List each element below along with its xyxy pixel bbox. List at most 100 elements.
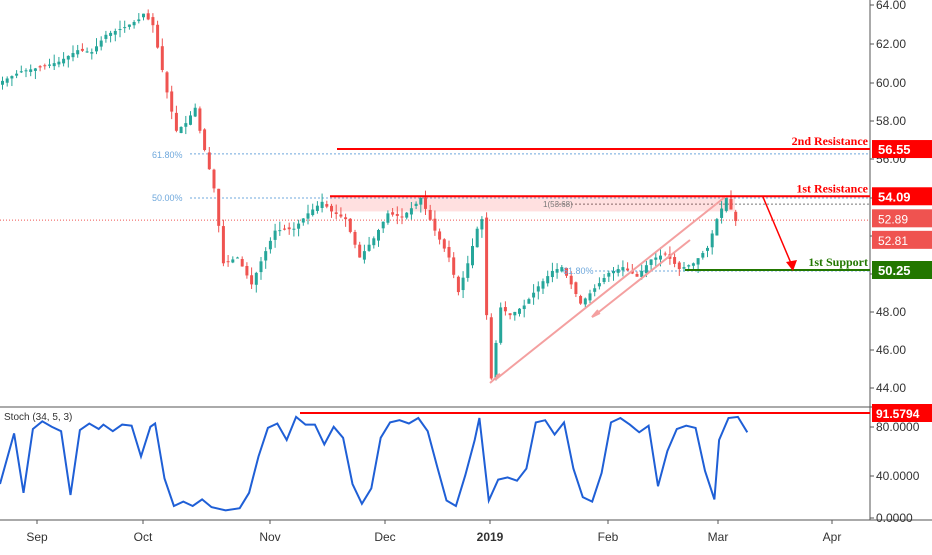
stoch-tick-label: 0.0000 bbox=[876, 511, 913, 525]
price-badge-value: 52.89 bbox=[878, 212, 908, 226]
level-badge bbox=[872, 187, 932, 206]
candle-body bbox=[189, 115, 192, 125]
candle-body bbox=[132, 22, 136, 26]
candle-body bbox=[48, 64, 51, 66]
candle-body bbox=[330, 205, 333, 212]
y-tick-label: 58.00 bbox=[876, 114, 906, 128]
level-value: 56.55 bbox=[878, 142, 911, 157]
x-tick-label: 2019 bbox=[477, 530, 504, 544]
candle-body bbox=[118, 29, 122, 31]
y-tick-label: 62.00 bbox=[876, 37, 906, 51]
candle-body bbox=[644, 265, 648, 274]
candle-body bbox=[405, 212, 409, 218]
candle-body bbox=[475, 228, 479, 248]
x-tick-label: Sep bbox=[26, 530, 48, 544]
candle-body bbox=[579, 296, 583, 304]
candle-body bbox=[287, 227, 291, 230]
candle-body bbox=[62, 58, 66, 64]
candle-body bbox=[503, 307, 507, 312]
candle-body bbox=[184, 123, 188, 127]
candle-body bbox=[649, 259, 653, 265]
candle-body bbox=[442, 239, 446, 249]
candle-body bbox=[137, 19, 141, 22]
x-tick-label: Dec bbox=[374, 530, 395, 544]
candle-body bbox=[245, 265, 249, 276]
x-tick-label: Apr bbox=[823, 530, 842, 544]
candle-body bbox=[494, 342, 498, 379]
candle-body bbox=[508, 313, 512, 316]
candle-body bbox=[297, 223, 301, 229]
candle-body bbox=[438, 231, 442, 240]
candle-body bbox=[409, 208, 413, 215]
candle-body bbox=[673, 257, 677, 264]
candle-body bbox=[583, 298, 587, 305]
candle-body bbox=[127, 24, 131, 27]
stoch-tick-label: 40.0000 bbox=[876, 469, 920, 483]
candle-body bbox=[433, 218, 437, 231]
candle-body bbox=[518, 308, 521, 314]
stoch-tick-label: 80.0000 bbox=[876, 420, 920, 434]
candle-body bbox=[334, 212, 338, 214]
level-label: 1st Resistance bbox=[796, 181, 868, 195]
arrow-head-mid bbox=[591, 309, 601, 318]
candle-body bbox=[1, 80, 4, 85]
candle-body bbox=[480, 219, 484, 230]
candle-body bbox=[353, 231, 357, 245]
candle-body bbox=[715, 219, 719, 236]
stoch-value-badge bbox=[872, 404, 932, 422]
price-badge bbox=[872, 209, 932, 228]
y-tick-label: 44.00 bbox=[876, 381, 906, 395]
candle-body bbox=[720, 208, 724, 218]
price-badge bbox=[872, 230, 932, 249]
candle-body bbox=[104, 34, 108, 39]
candle-body bbox=[687, 265, 691, 267]
candle-body bbox=[659, 255, 662, 260]
x-tick-label: Nov bbox=[259, 530, 280, 544]
trend-line-mid bbox=[594, 239, 691, 316]
candle-body bbox=[320, 201, 324, 208]
candlesticks bbox=[1, 9, 738, 381]
candle-body bbox=[391, 212, 395, 215]
candle-body bbox=[231, 259, 235, 263]
candle-body bbox=[461, 277, 465, 291]
candle-body bbox=[165, 72, 169, 93]
level-value: 54.09 bbox=[878, 189, 911, 204]
candle-body bbox=[640, 270, 644, 277]
candle-body bbox=[198, 108, 202, 131]
candle-body bbox=[367, 244, 371, 251]
candle-body bbox=[203, 129, 207, 150]
y-tick-label: 46.00 bbox=[876, 343, 906, 357]
candle-body bbox=[607, 272, 611, 277]
candle-body bbox=[226, 261, 230, 263]
candle-body bbox=[99, 40, 103, 47]
arrow-head-low bbox=[489, 373, 501, 384]
level-label: 1st Support bbox=[808, 255, 868, 269]
level-label: 2nd Resistance bbox=[792, 134, 869, 148]
candle-body bbox=[447, 246, 451, 258]
candle-body bbox=[706, 247, 709, 251]
x-tick-label: Feb bbox=[598, 530, 619, 544]
candle-body bbox=[170, 91, 174, 112]
candle-body bbox=[414, 203, 418, 207]
candle-body bbox=[724, 198, 728, 211]
candle-body bbox=[90, 52, 94, 54]
candle-body bbox=[259, 261, 263, 273]
price-badge-value: 52.81 bbox=[878, 234, 908, 248]
candle-body bbox=[527, 299, 531, 304]
candle-body bbox=[602, 278, 606, 282]
candle-body bbox=[52, 63, 56, 67]
candle-body bbox=[560, 267, 564, 272]
candle-body bbox=[729, 198, 733, 210]
candle-body bbox=[428, 209, 432, 220]
candle-body bbox=[541, 281, 545, 289]
candle-body bbox=[348, 218, 352, 232]
candle-body bbox=[57, 61, 61, 65]
candle-body bbox=[193, 107, 197, 117]
candle-body bbox=[569, 275, 573, 285]
candle-body bbox=[701, 253, 705, 258]
candle-body bbox=[654, 257, 658, 260]
stoch-value: 91.5794 bbox=[876, 407, 920, 421]
